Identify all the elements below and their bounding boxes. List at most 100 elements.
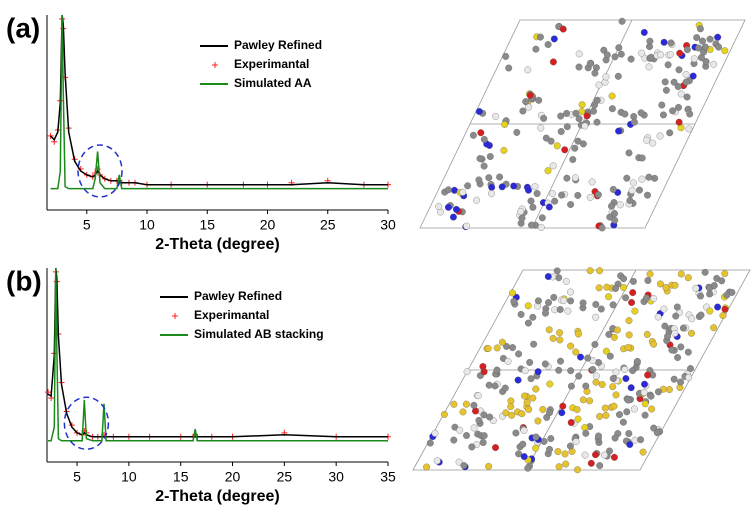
atom [551,294,558,301]
atom [583,430,590,437]
atom [567,298,574,305]
atom [629,367,636,374]
atom [584,355,591,362]
atom [509,290,516,297]
atom [618,51,625,58]
atom [676,50,683,57]
atom [660,112,667,119]
atom [710,61,717,68]
atom [714,34,721,41]
atom [499,339,506,346]
atom [680,325,687,332]
atom [620,275,627,282]
legend-label: Experimantal [234,57,309,71]
x-tick-label: 20 [260,217,276,233]
atom [627,197,634,204]
atom [711,282,718,289]
atom [587,194,594,201]
atom [575,416,582,423]
atom [669,347,676,354]
figure: 510152025302-Theta (degree)(a)Pawley Ref… [0,0,753,508]
atom [473,197,480,204]
atom [625,397,632,404]
atom [664,333,671,340]
atom [625,344,632,351]
atom [691,56,698,63]
atom [521,427,528,434]
atom [722,47,729,54]
atom [628,56,635,63]
atom [525,303,532,310]
atom [547,381,554,388]
atom [671,376,678,383]
atom [511,298,518,305]
atom [636,187,643,194]
atom [620,284,627,291]
atom [549,190,556,197]
atom [568,419,575,426]
atom [688,315,695,322]
atom [617,202,624,209]
atom [578,108,585,115]
atom [591,102,598,109]
atom [486,174,493,181]
atom [509,344,516,351]
atom [603,74,610,81]
atom [613,392,620,399]
atom [550,335,557,342]
atom [445,187,452,194]
atom [596,82,603,89]
atom [471,402,478,409]
atom [648,406,655,413]
atom [471,425,478,432]
atom [622,294,629,301]
x-tick-label: 25 [277,469,293,485]
atom [533,386,540,393]
atom [646,174,653,181]
atom [609,93,616,100]
atom [580,300,587,307]
atom [527,92,534,99]
atom [551,36,558,43]
atom [650,295,657,302]
atom [648,54,655,61]
atom [616,411,623,418]
structure-a [420,18,745,231]
atom [715,44,722,51]
atom [550,163,557,170]
atom [423,464,430,471]
atom [684,46,691,53]
atom [643,295,650,302]
atom [548,435,555,442]
atom [662,323,669,330]
atom [519,215,526,222]
atom [576,51,583,58]
x-tick-label: 5 [73,469,81,485]
atom [558,128,565,135]
atom [579,101,586,108]
atom [630,180,637,187]
atom [481,136,488,143]
atom [644,192,651,199]
atom [470,132,477,139]
atom [683,79,690,86]
atom [613,369,620,376]
atom [676,67,683,74]
atom [567,367,574,374]
atom [697,26,704,33]
x-tick-label: 35 [380,469,396,485]
atom [612,435,619,442]
atom [596,462,603,469]
atom [671,79,678,86]
atom [520,441,527,448]
atom [714,304,721,311]
atom [560,26,567,33]
x-axis-label: 2-Theta (degree) [155,236,279,253]
atom [707,36,714,43]
atom [644,331,651,338]
atom [596,285,603,292]
atom [631,119,638,126]
atom [595,191,602,198]
atom [540,115,547,122]
atom [581,424,588,431]
